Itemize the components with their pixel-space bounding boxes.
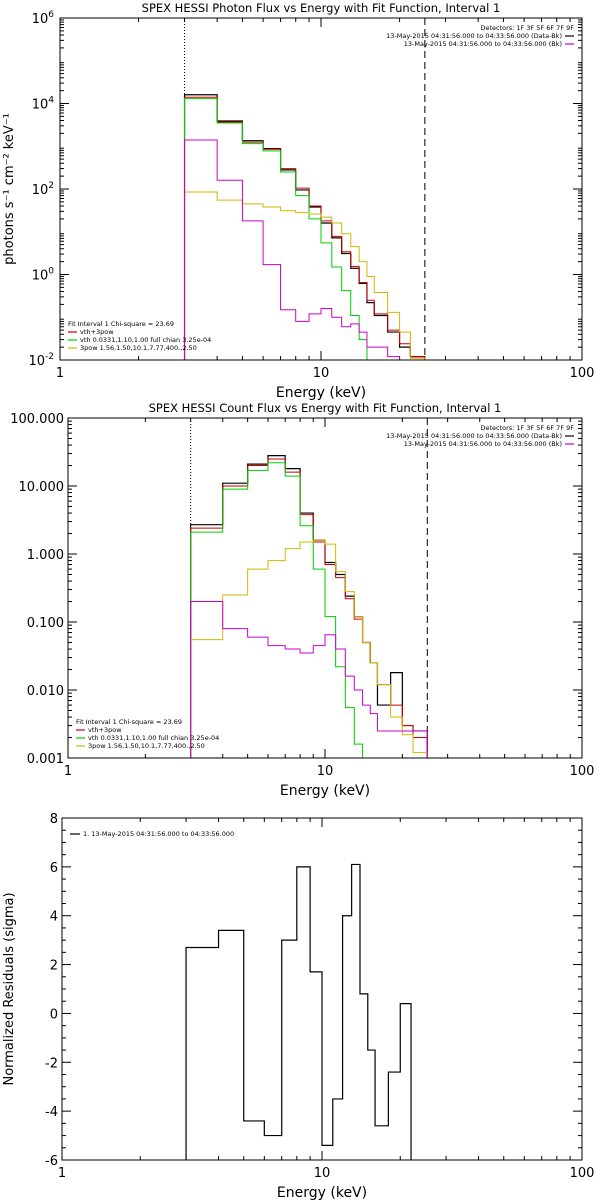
count-fit-legend-label: 3pow 1.56,1.50,10.1,7.77,400.,2.50	[88, 742, 205, 750]
count-title: SPEX HESSI Count Flux vs Energy with Fit…	[149, 401, 502, 415]
count-y-tick-label: 10.000	[19, 480, 65, 495]
count-y-tick-label: 0.001	[27, 752, 64, 767]
photon-title: SPEX HESSI Photon Flux vs Energy with Fi…	[142, 1, 501, 15]
photon-y-axis-label: photons s⁻¹ cm⁻² keV⁻¹	[2, 113, 17, 265]
resid-y-tick-label: -6	[45, 1154, 58, 1169]
photon-plot-frame	[59, 17, 583, 361]
resid-plot-frame	[61, 817, 583, 1161]
photon-fit-legend-label: vth+3pow	[80, 328, 114, 336]
count-y-tick-label: 0.010	[27, 684, 64, 699]
photon-x-tick-label: 10	[313, 366, 330, 381]
count-legend-label: 13-May-2015 04:31:56.000 to 04:33:56.000…	[386, 432, 562, 440]
count-series-line	[190, 601, 428, 758]
resid-y-axis-label: Normalized Residuals (sigma)	[2, 892, 17, 1085]
resid-y-tick-label: -4	[45, 1105, 58, 1120]
photon-y-tick-label: 102	[32, 181, 54, 198]
count-x-tick-label: 10	[317, 764, 334, 779]
photon-legend-label: 13-May-2015 04:31:56.000 to 04:33:56.000…	[404, 40, 562, 48]
count-series-line	[190, 458, 428, 758]
photon-legend-header: Detectors: 1F 3F 5F 6F 7F 9F	[480, 24, 574, 32]
count-fit-legend-label: vth 0.0331,1.10,1.00 full chian 3.25e-04	[88, 734, 219, 742]
count-fit-legend-header: Fit Interval 1 Chi-square = 23.69	[76, 718, 182, 726]
photon-series-line	[184, 139, 426, 360]
resid-y-tick-label: 2	[50, 959, 58, 974]
count-series-line	[190, 539, 441, 758]
count-x-tick-label: 1	[64, 764, 72, 779]
resid-x-tick-label: 100	[570, 1166, 595, 1181]
photon-y-tick-label: 106	[32, 10, 55, 27]
count-legend-header: Detectors: 1F 3F 5F 6F 7F 9F	[480, 424, 574, 432]
count-legend-label: 13-May-2015 04:31:56.000 to 04:33:56.000…	[404, 440, 562, 448]
photon-series-line	[184, 98, 426, 360]
count-y-tick-label: 1.000	[27, 548, 64, 563]
count-plot-frame	[67, 417, 583, 759]
photon-x-axis-label: Energy (keV)	[276, 385, 366, 401]
count-fit-legend-label: vth+3pow	[88, 726, 122, 734]
photon-y-tick-label: 104	[32, 96, 55, 113]
resid-y-tick-label: 4	[50, 910, 58, 925]
resid-y-tick-label: 6	[50, 861, 58, 876]
photon-series-line	[183, 94, 426, 360]
photon-x-tick-label: 100	[570, 366, 595, 381]
resid-x-tick-label: 1	[58, 1166, 66, 1181]
count-y-tick-label: 0.100	[27, 616, 64, 631]
photon-legend-label: 13-May-2015 04:31:56.000 to 04:33:56.000…	[386, 32, 562, 40]
photon-y-tick-label: 10-2	[28, 352, 54, 369]
photon-series-line	[184, 191, 426, 360]
count-x-axis-label: Energy (keV)	[280, 783, 370, 799]
photon-x-tick-label: 1	[56, 366, 64, 381]
photon-fit-legend-label: vth 0.0331,1.10,1.00 full chian 3.25e-04	[80, 336, 211, 344]
resid-y-tick-label: 8	[50, 812, 58, 827]
resid-chart: 1 10 100 -6 -4 -2 0 2 4 6 8 Energy (keV) Normalized …	[2, 812, 595, 1201]
count-chart: SPEX HESSI Count Flux vs Energy with Fit…	[10, 401, 595, 799]
count-x-tick-label: 100	[570, 764, 595, 779]
photon-series-group	[183, 94, 426, 360]
count-series-group	[190, 454, 441, 758]
resid-series-group	[185, 863, 427, 1160]
photon-chart: SPEX HESSI Photon Flux vs Energy with Fi…	[2, 1, 595, 401]
count-series-line	[190, 454, 428, 758]
resid-x-tick-label: 10	[314, 1166, 331, 1181]
photon-series-line	[184, 96, 426, 360]
resid-x-axis-label: Energy (keV)	[277, 1185, 367, 1200]
photon-y-tick-label: 100	[32, 267, 55, 284]
count-y-tick-label: 100.000	[10, 412, 64, 427]
photon-fit-legend-header: Fit Interval 1 Chi-square = 23.69	[68, 320, 174, 328]
resid-y-tick-label: -2	[45, 1056, 58, 1071]
resid-series-line	[185, 863, 427, 1160]
resid-legend-label: 1. 13-May-2015 04:31:56.000 to 04:33:56.…	[83, 830, 234, 838]
photon-fit-legend-label: 3pow 1.56,1.50,10.1,7.77,400.,2.50	[80, 344, 197, 352]
resid-y-tick-label: 0	[50, 1007, 58, 1022]
count-series-line	[190, 462, 378, 758]
